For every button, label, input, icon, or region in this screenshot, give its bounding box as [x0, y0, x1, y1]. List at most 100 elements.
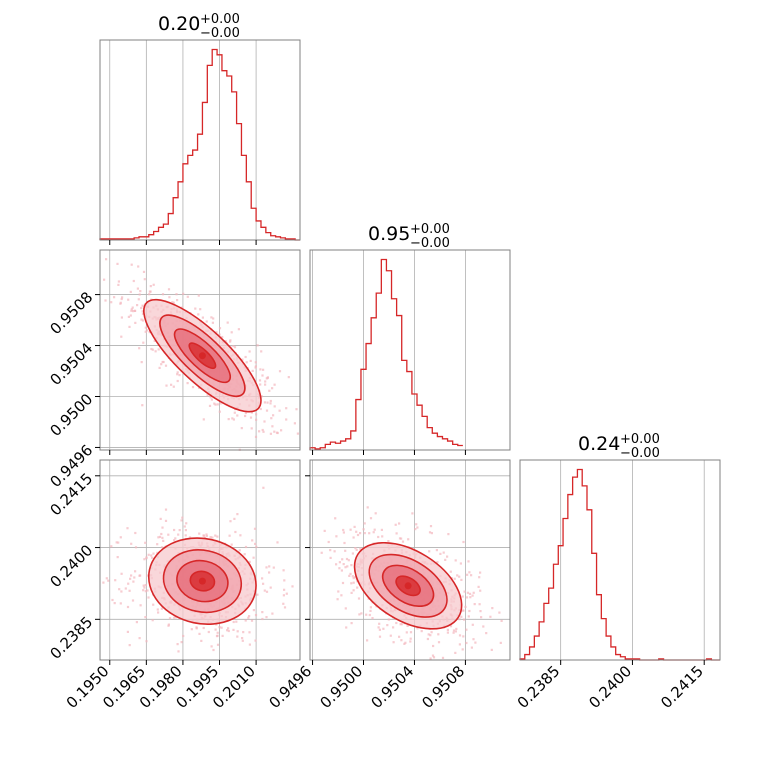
scatter-point: [210, 316, 213, 319]
scatter-point: [161, 526, 164, 529]
scatter-point: [420, 630, 423, 633]
scatter-point: [221, 634, 224, 637]
scatter-point: [454, 651, 457, 654]
scatter-point: [271, 425, 274, 428]
scatter-point: [395, 621, 398, 625]
scatter-point: [255, 418, 258, 421]
scatter-point: [202, 534, 206, 537]
scatter-point: [138, 347, 141, 350]
scatter-point: [205, 320, 208, 323]
scatter-point: [269, 432, 272, 435]
scatter-point: [220, 626, 223, 629]
scatter-point: [144, 541, 147, 544]
scatter-point: [341, 558, 344, 561]
scatter-point: [117, 283, 120, 286]
scatter-point: [263, 401, 266, 404]
scatter-point: [473, 603, 476, 606]
scatter-point: [171, 301, 174, 304]
scatter-point: [378, 622, 381, 625]
scatter-point: [226, 629, 229, 632]
contour-panel-param-2-vs-1: [305, 459, 511, 665]
scatter-point: [282, 569, 285, 572]
scatter-point: [329, 549, 332, 552]
scatter-point: [212, 317, 215, 320]
scatter-point: [265, 409, 269, 412]
scatter-point: [218, 327, 222, 330]
scatter-point: [143, 278, 146, 281]
scatter-point: [465, 596, 469, 599]
scatter-point: [430, 532, 433, 535]
scatter-point: [280, 429, 283, 432]
scatter-point: [401, 540, 405, 543]
scatter-point: [454, 630, 457, 633]
scatter-point: [458, 575, 461, 578]
scatter-point: [392, 641, 395, 644]
scatter-point: [446, 555, 449, 558]
scatter-point: [116, 556, 119, 559]
scatter-point: [352, 581, 355, 584]
scatter-point: [182, 292, 185, 295]
x-tick-label-param-1-0: 0.9496: [265, 662, 315, 712]
scatter-point: [360, 612, 363, 615]
scatter-point: [262, 368, 265, 371]
scatter-point: [329, 556, 332, 559]
scatter-point: [132, 310, 135, 313]
scatter-point: [232, 345, 235, 348]
scatter-point: [429, 525, 433, 528]
scatter-point: [185, 522, 188, 525]
scatter-point: [335, 563, 338, 566]
scatter-point: [149, 285, 152, 288]
scatter-point: [159, 517, 162, 520]
scatter-point: [427, 633, 430, 636]
scatter-point: [352, 577, 355, 580]
scatter-point: [462, 540, 465, 544]
scatter-point: [134, 546, 138, 549]
scatter-point: [151, 556, 154, 559]
scatter-point: [226, 321, 229, 324]
scatter-point: [167, 624, 170, 627]
scatter-point: [152, 603, 155, 606]
scatter-point: [371, 617, 374, 620]
scatter-point: [129, 577, 132, 580]
scatter-point: [172, 301, 175, 304]
scatter-point: [214, 628, 217, 631]
scatter-point: [113, 296, 116, 299]
scatter-point: [230, 331, 233, 334]
scatter-point: [120, 316, 123, 319]
scatter-point: [247, 616, 250, 619]
scatter-point: [144, 584, 147, 587]
scatter-point: [195, 627, 198, 630]
scatter-point: [344, 549, 347, 552]
scatter-point: [188, 536, 192, 539]
scatter-point: [233, 517, 236, 520]
scatter-point: [273, 430, 276, 433]
scatter-point: [459, 562, 462, 565]
scatter-point: [130, 309, 133, 312]
y-tick-label-param-1-1: 0.9500: [47, 390, 97, 440]
scatter-point: [182, 634, 185, 638]
scatter-point: [344, 566, 347, 569]
contour-1-peak: [198, 577, 206, 585]
scatter-point: [479, 589, 482, 592]
scatter-point: [460, 615, 463, 618]
y-tick-label-param-1-2: 0.9504: [47, 339, 97, 389]
scatter-point: [349, 528, 352, 531]
scatter-point: [134, 309, 137, 312]
scatter-point: [211, 321, 214, 324]
scatter-point: [468, 592, 472, 595]
scatter-point: [118, 588, 121, 591]
contour-panel-param-1-vs-0: [95, 249, 301, 455]
scatter-point: [216, 631, 219, 634]
scatter-point: [104, 299, 107, 302]
scatter-point: [111, 598, 114, 602]
scatter-point: [170, 383, 173, 386]
scatter-point: [117, 541, 120, 544]
scatter-point: [227, 418, 230, 421]
scatter-point: [283, 588, 286, 591]
scatter-point: [431, 654, 435, 657]
scatter-point: [479, 610, 482, 613]
scatter-point: [132, 279, 135, 283]
scatter-point: [138, 293, 141, 296]
scatter-point: [120, 572, 123, 575]
scatter-point: [168, 617, 172, 620]
